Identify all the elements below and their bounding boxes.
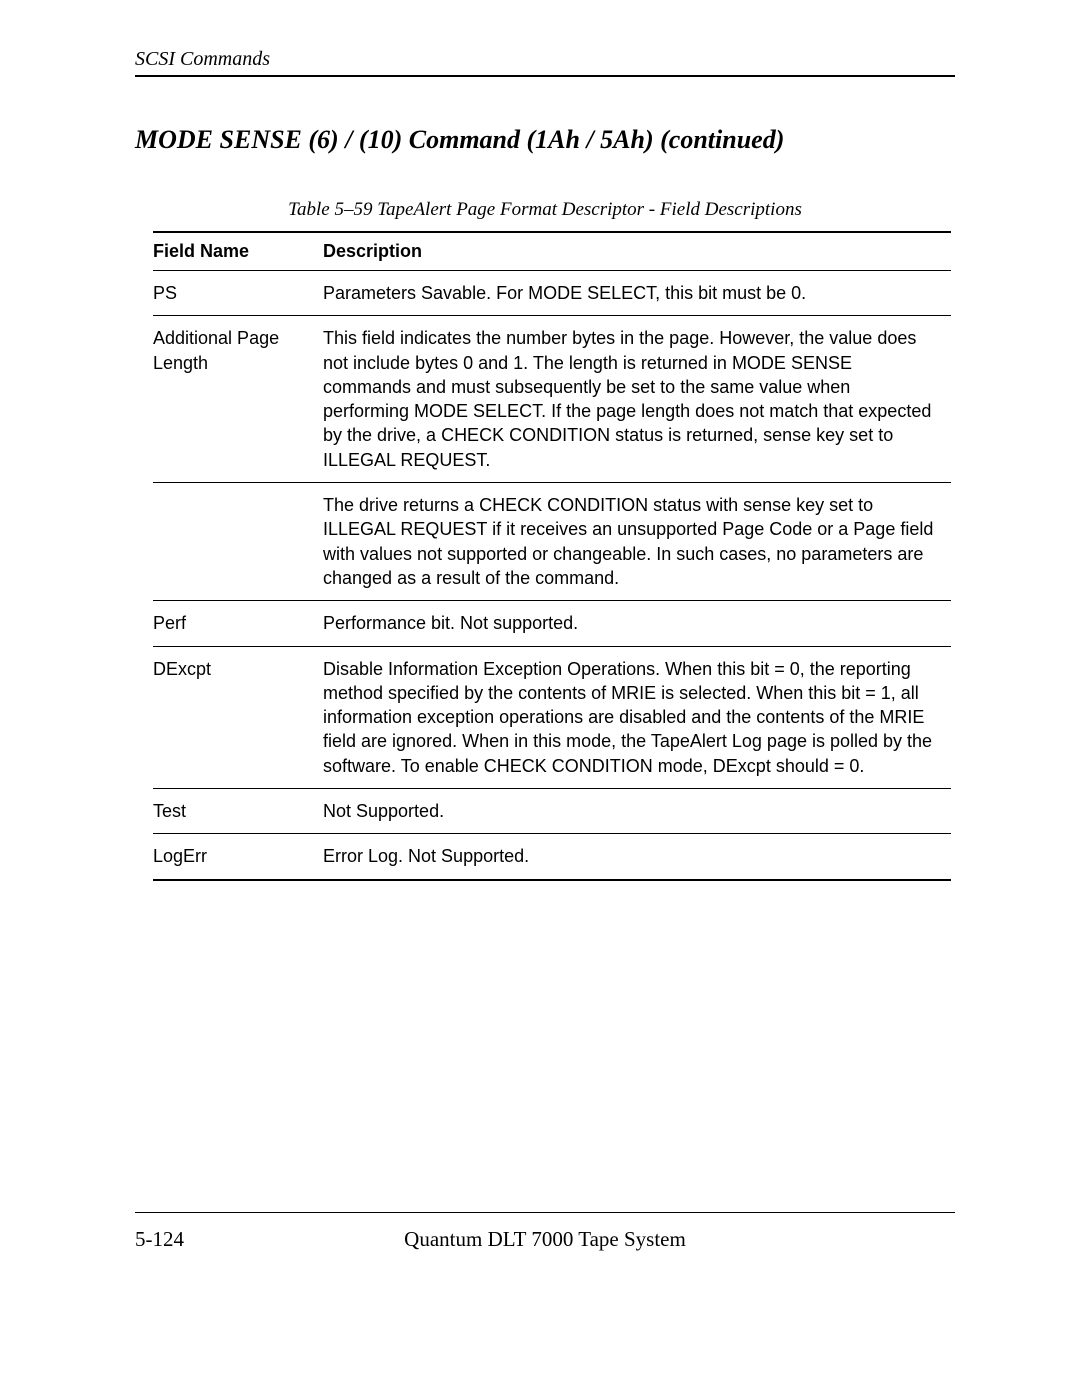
footer-page-number: 5-124	[135, 1227, 184, 1252]
table-row: LogErrError Log. Not Supported.	[153, 834, 951, 880]
section-title: MODE SENSE (6) / (10) Command (1Ah / 5Ah…	[135, 125, 955, 155]
field-name-cell: LogErr	[153, 834, 323, 880]
table-row: The drive returns a CHECK CONDITION stat…	[153, 483, 951, 601]
field-name-cell: DExcpt	[153, 646, 323, 788]
field-description-cell: Disable Information Exception Operations…	[323, 646, 951, 788]
table-row: PSParameters Savable. For MODE SELECT, t…	[153, 271, 951, 316]
table-header-field-name: Field Name	[153, 232, 323, 271]
footer-doc-title: Quantum DLT 7000 Tape System	[135, 1227, 955, 1252]
field-description-cell: This field indicates the number bytes in…	[323, 316, 951, 483]
table-header-description: Description	[323, 232, 951, 271]
field-descriptions-table: Field Name Description PSParameters Sava…	[153, 231, 951, 881]
table-row: PerfPerformance bit. Not supported.	[153, 601, 951, 646]
table-row: DExcptDisable Information Exception Oper…	[153, 646, 951, 788]
field-name-cell	[153, 483, 323, 601]
table-row: Additional Page LengthThis field indicat…	[153, 316, 951, 483]
field-name-cell: Test	[153, 789, 323, 834]
field-description-cell: Performance bit. Not supported.	[323, 601, 951, 646]
field-description-cell: Parameters Savable. For MODE SELECT, thi…	[323, 271, 951, 316]
table-caption: Table 5–59 TapeAlert Page Format Descrip…	[135, 199, 955, 221]
field-name-cell: Perf	[153, 601, 323, 646]
field-description-cell: The drive returns a CHECK CONDITION stat…	[323, 483, 951, 601]
table-row: TestNot Supported.	[153, 789, 951, 834]
page-footer: Quantum DLT 7000 Tape System 5-124	[135, 1212, 955, 1252]
field-description-cell: Error Log. Not Supported.	[323, 834, 951, 880]
field-name-cell: PS	[153, 271, 323, 316]
field-description-cell: Not Supported.	[323, 789, 951, 834]
running-head: SCSI Commands	[135, 48, 955, 77]
field-name-cell: Additional Page Length	[153, 316, 323, 483]
